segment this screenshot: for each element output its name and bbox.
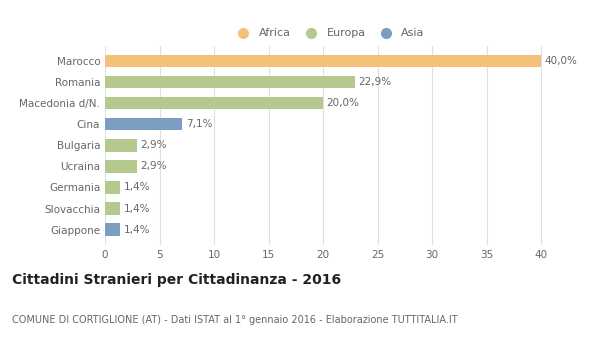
Text: 20,0%: 20,0% bbox=[326, 98, 359, 108]
Bar bbox=[105, 118, 182, 131]
Bar bbox=[105, 97, 323, 110]
Bar bbox=[105, 76, 355, 88]
Bar bbox=[105, 202, 120, 215]
Bar bbox=[105, 160, 137, 173]
Bar bbox=[105, 181, 120, 194]
Text: 7,1%: 7,1% bbox=[185, 119, 212, 129]
Text: 1,4%: 1,4% bbox=[124, 182, 150, 192]
Text: 2,9%: 2,9% bbox=[140, 140, 166, 150]
Bar bbox=[105, 55, 541, 67]
Text: Cittadini Stranieri per Cittadinanza - 2016: Cittadini Stranieri per Cittadinanza - 2… bbox=[12, 273, 341, 287]
Text: 1,4%: 1,4% bbox=[124, 203, 150, 214]
Text: COMUNE DI CORTIGLIONE (AT) - Dati ISTAT al 1° gennaio 2016 - Elaborazione TUTTIT: COMUNE DI CORTIGLIONE (AT) - Dati ISTAT … bbox=[12, 315, 458, 325]
Text: 2,9%: 2,9% bbox=[140, 161, 166, 171]
Legend: Africa, Europa, Asia: Africa, Europa, Asia bbox=[229, 25, 428, 42]
Text: 1,4%: 1,4% bbox=[124, 225, 150, 235]
Bar bbox=[105, 139, 137, 152]
Text: 40,0%: 40,0% bbox=[544, 56, 577, 66]
Text: 22,9%: 22,9% bbox=[358, 77, 391, 87]
Bar bbox=[105, 223, 120, 236]
